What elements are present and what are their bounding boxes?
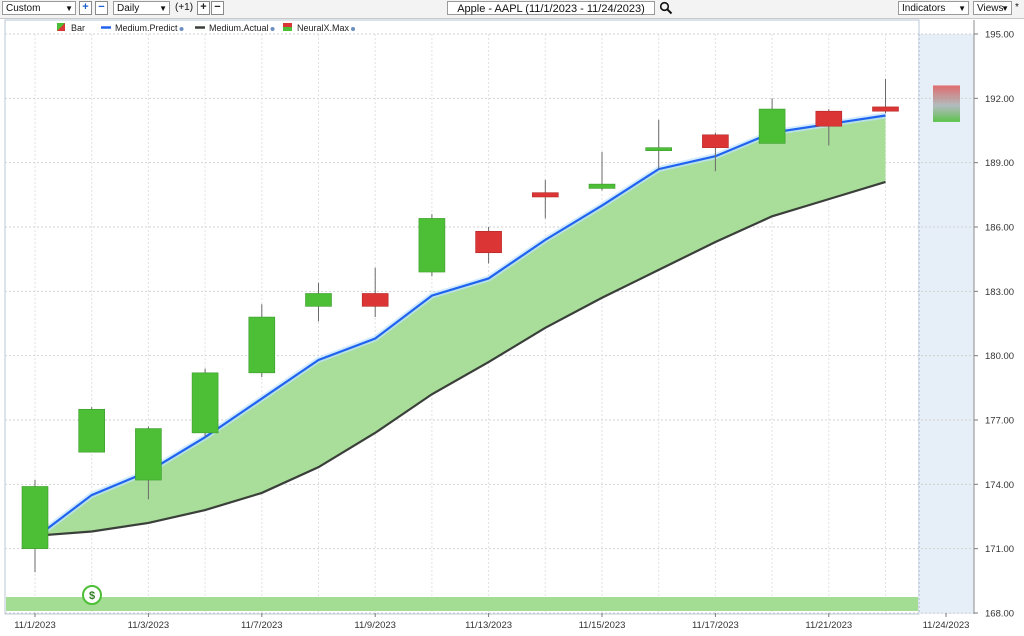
candle <box>191 368 219 438</box>
x-tick-label: 11/15/2023 <box>579 620 626 631</box>
candle-body-up <box>135 428 162 481</box>
candle <box>305 282 332 322</box>
legend-nx-swatch-top <box>283 23 292 27</box>
views-label: Views <box>977 3 1004 14</box>
remove-symbol-button[interactable]: − <box>95 1 108 15</box>
predict-actual-band <box>35 115 886 538</box>
legend-bar-swatch-down <box>57 23 65 31</box>
candle <box>21 480 49 573</box>
y-tick-label: 177.00 <box>985 416 1014 427</box>
zoom-out-button[interactable]: − <box>211 1 224 15</box>
candle <box>78 407 105 453</box>
candle-body-down <box>475 230 502 254</box>
chevron-down-icon: ▼ <box>65 4 73 13</box>
legend: Bar Medium.Predict Medium.Actual NeuralX.Ma… <box>57 23 356 33</box>
y-tick-label: 192.00 <box>985 94 1014 105</box>
offset-label: (+1) <box>175 2 194 13</box>
indicators-label: Indicators <box>902 3 946 14</box>
candle <box>361 267 389 318</box>
y-tick-label: 195.00 <box>985 30 1014 41</box>
candle-body-up <box>191 372 219 434</box>
add-symbol-button[interactable]: + <box>79 1 92 15</box>
pin-icon[interactable]: * <box>1015 2 1019 13</box>
legend-label-bar: Bar <box>71 23 85 33</box>
chevron-down-icon: ▼ <box>958 4 966 13</box>
x-tick-label: 11/3/2023 <box>128 620 170 631</box>
toolbar: Custom ▼ + − Daily ▼ (+1) + − Apple - AA… <box>0 0 1024 19</box>
x-tick-label: 11/9/2023 <box>354 620 396 631</box>
candle <box>418 214 446 277</box>
x-tick-label: 11/7/2023 <box>241 620 283 631</box>
candle-body-up <box>248 316 276 374</box>
candle-body-up <box>418 218 446 273</box>
candle <box>815 109 843 146</box>
y-tick-label: 168.00 <box>985 609 1014 620</box>
candle <box>135 426 162 500</box>
y-tick-label: 183.00 <box>985 287 1014 298</box>
y-tick-label: 186.00 <box>985 223 1014 234</box>
range-label: Custom <box>6 3 41 14</box>
chevron-down-icon: ▼ <box>159 4 167 13</box>
candle-body-up <box>588 183 616 189</box>
candle <box>645 119 673 170</box>
volume-strip <box>6 597 918 611</box>
candle-body-down <box>815 110 843 127</box>
interval-label: Daily <box>117 3 140 14</box>
candle-body-up <box>305 293 332 307</box>
candle <box>588 151 616 191</box>
legend-label-medium-actual: Medium.Actual <box>209 23 269 33</box>
candle-body-up <box>645 147 673 151</box>
x-axis: 11/1/2023 11/3/2023 11/7/2023 11/9/2023 11/1… <box>14 613 969 631</box>
candle-body-down <box>361 293 389 307</box>
legend-nx-swatch-bottom <box>283 27 292 31</box>
legend-label-neuralx-max: NeuralX.Max <box>297 23 350 33</box>
svg-text:$: $ <box>89 590 95 602</box>
x-tick-label: 11/13/2023 <box>465 620 512 631</box>
x-tick-label: 11/17/2023 <box>692 620 739 631</box>
candle <box>531 179 559 219</box>
y-tick-label: 180.00 <box>985 351 1014 362</box>
candle-body-up <box>758 108 786 144</box>
legend-settings-dot-icon[interactable] <box>270 27 275 31</box>
legend-settings-dot-icon[interactable] <box>179 27 184 31</box>
x-tick-label: 11/24/2023 <box>923 620 970 631</box>
chart-title: Apple - AAPL (11/1/2023 - 11/24/2023) <box>447 1 655 15</box>
zoom-in-button[interactable]: + <box>197 1 210 15</box>
forecast-panel <box>919 34 974 614</box>
y-tick-label: 171.00 <box>985 544 1014 555</box>
x-tick-label: 11/1/2023 <box>14 620 56 631</box>
indicators-dropdown[interactable]: Indicators ▼ <box>898 1 969 15</box>
y-tick-label: 189.00 <box>985 158 1014 169</box>
dividend-icon[interactable]: $ <box>82 585 102 605</box>
candle <box>248 304 276 378</box>
range-dropdown[interactable]: Custom ▼ <box>2 1 76 15</box>
views-dropdown[interactable]: Views ▼ <box>973 1 1012 15</box>
candle-body-up <box>21 486 49 549</box>
medium-predict-line <box>34 114 886 539</box>
chevron-down-icon: ▼ <box>1001 4 1009 13</box>
candle <box>702 132 729 172</box>
candle <box>475 227 502 264</box>
neuralx-max-bar <box>933 85 960 122</box>
legend-label-medium-predict: Medium.Predict <box>115 23 178 33</box>
band-area <box>35 115 886 538</box>
y-axis: 168.00 171.00 174.00 177.00 180.00 183.00 186.… <box>973 20 1014 620</box>
candle-body-down <box>702 134 729 148</box>
candles <box>21 79 899 573</box>
candle-body-down <box>531 192 559 198</box>
interval-dropdown[interactable]: Daily ▼ <box>113 1 170 15</box>
candle-body-down <box>872 106 899 112</box>
x-tick-label: 11/21/2023 <box>805 620 852 631</box>
candle <box>758 98 786 144</box>
series-lines <box>33 112 886 541</box>
search-icon[interactable] <box>659 1 673 15</box>
legend-settings-dot-icon[interactable] <box>351 27 356 31</box>
medium-actual-line <box>34 180 886 537</box>
neuralx-max-band <box>933 85 960 122</box>
candle <box>872 79 899 114</box>
candle-body-up <box>78 408 105 453</box>
y-tick-label: 174.00 <box>985 480 1014 491</box>
